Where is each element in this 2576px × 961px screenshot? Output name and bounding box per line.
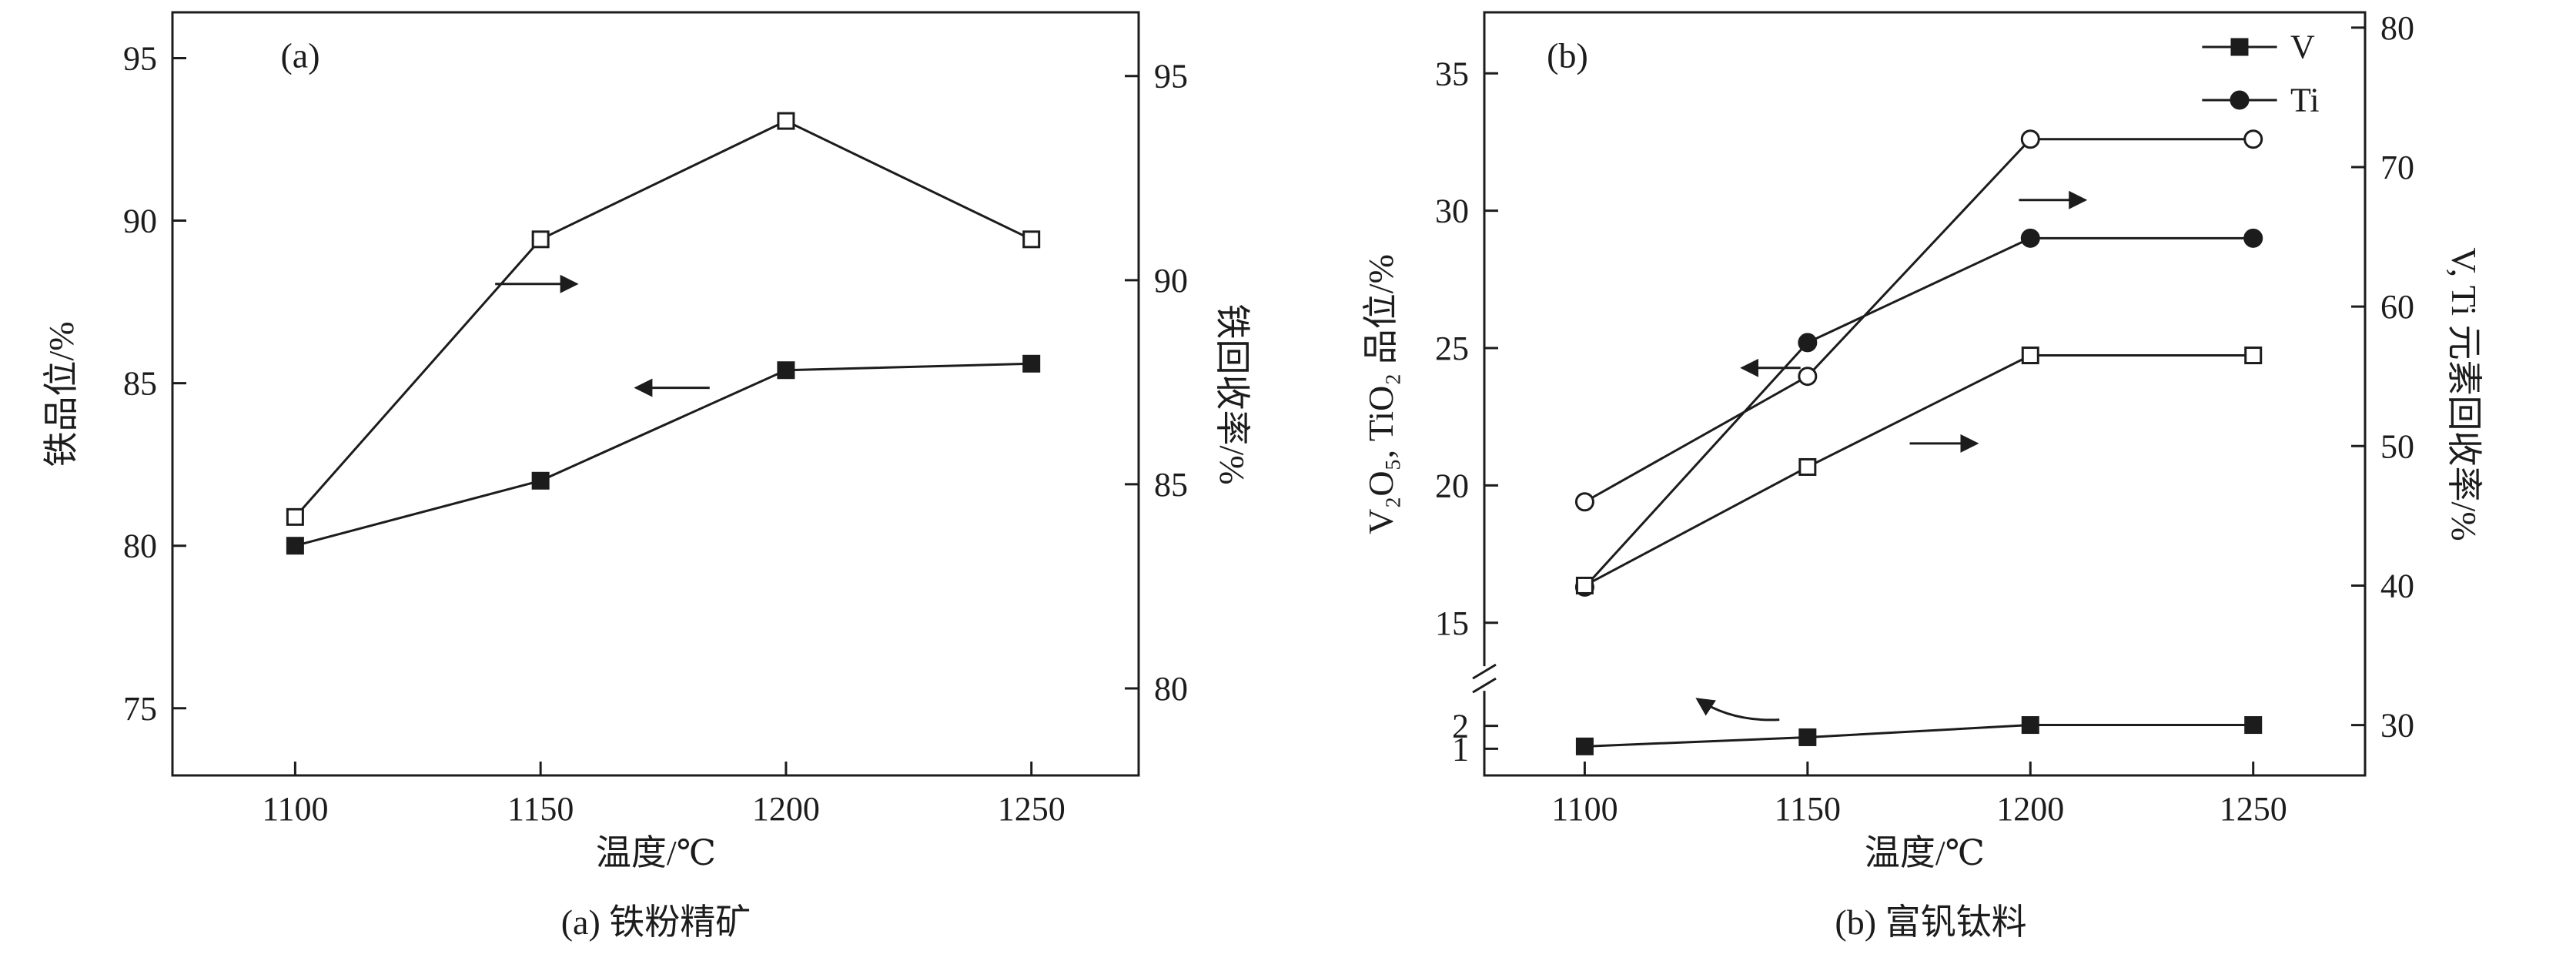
chart-b-x-axis-title: 温度/℃ [1864,833,1986,872]
series-3-marker [2020,129,2040,149]
left-tick-label: 25 [1435,330,1469,367]
left-tick-label: 90 [123,203,157,240]
series-line-0 [1584,724,2253,748]
plot-border [171,11,1140,777]
right-tick-label: 50 [2380,427,2414,465]
chart-b: 1100 1150 1200 1250 12 15 20 25 30 35 30 40 50 60 70 80 [1435,9,2414,828]
panel-a-letter: (a) [280,35,320,75]
right-tick-label: 70 [2380,149,2414,186]
axis-break-slash [1472,677,1497,694]
series-1-marker [531,230,550,249]
chart-a-x-axis-title: 温度/℃ [595,833,717,872]
series-0-marker [2021,716,2039,735]
x-tick-label: 1150 [507,790,574,828]
series-line-2 [1584,354,2253,587]
x-tick-label: 1200 [752,790,820,828]
left-tick-label: 85 [123,365,157,403]
left-tick-label: 95 [123,39,157,77]
series-1-marker [2243,228,2263,248]
chart-b-right-axis-title: V, Ti 元素回收率/% [2444,247,2484,541]
left-tick-label: 2 [1452,708,1469,745]
series-0-marker [2244,716,2263,735]
series-2-marker [2021,347,2039,365]
axis-break-slash [1472,663,1497,680]
left-tick-label: 80 [123,527,157,565]
right-tick-label: 40 [2380,567,2414,604]
series-1-marker [286,507,304,526]
legend-item-ti-label: Ti [2290,81,2320,119]
series-line-0 [295,362,1032,547]
x-tick-label: 1250 [2220,790,2287,828]
series-2-marker [1798,457,1817,476]
x-tick-label: 1100 [1551,790,1618,828]
series-3-marker [1574,492,1594,512]
right-tick-label: 90 [1154,262,1188,300]
series-0-marker [286,537,304,555]
series-line-3 [1584,138,2253,504]
series-0-marker [777,361,795,380]
plot-border [1483,11,2367,777]
left-tick-label: 30 [1435,193,1469,230]
chart-a-left-axis-title: 铁品位/% [42,321,81,467]
chart-b-left-axis-title: V₂O₅, TiO₂ 品位/% [1361,254,1400,534]
series-3-marker [1798,367,1818,387]
chart-b-caption: (b) 富钒钛料 [1835,902,2027,942]
series-line-1 [294,119,1032,518]
series-1-marker [1798,333,1818,353]
series-0-marker [531,471,550,490]
right-tick-label: 60 [2380,288,2414,326]
legend-marker-V [2230,38,2249,56]
left-tick-label: 1 [1452,730,1469,768]
series-line-1 [1584,236,2253,588]
left-tick-label: 75 [123,690,157,728]
left-tick-label: 15 [1435,604,1469,642]
chart-a-right-axis-title: 铁回收率/% [1213,303,1252,485]
legend-marker-Ti [2230,90,2250,110]
series-1-marker [1022,230,1041,249]
x-tick-label: 1100 [262,790,328,828]
series-1-marker [777,112,795,130]
legend-item-v-label: V [2290,28,2315,66]
chart-a-caption: (a) 铁粉精矿 [560,902,751,942]
right-tick-label: 95 [1154,58,1188,95]
series-0-marker [1575,737,1594,755]
x-tick-label: 1200 [1996,790,2064,828]
series-0-marker [1798,728,1817,746]
right-tick-label: 85 [1154,466,1188,504]
left-tick-label: 35 [1435,55,1469,92]
chart-a: 1100 1150 1200 1250 75 80 85 90 95 80 85 90 95 [123,11,1188,828]
series-1-marker [2020,228,2040,248]
series-2-marker [1575,576,1594,594]
left-tick-label: 20 [1435,467,1469,504]
right-tick-label: 80 [2380,9,2414,47]
series-0-marker [1022,354,1041,373]
x-tick-label: 1150 [1775,790,1841,828]
series-2-marker [2244,347,2263,365]
axis-break-gap [1481,666,1487,691]
right-tick-label: 80 [1154,670,1188,708]
panel-b-letter: (b) [1547,35,1588,75]
series-3-marker [2243,129,2263,149]
right-tick-label: 30 [2380,707,2414,745]
x-tick-label: 1250 [998,790,1066,828]
annotation-arrow [1695,698,1780,722]
